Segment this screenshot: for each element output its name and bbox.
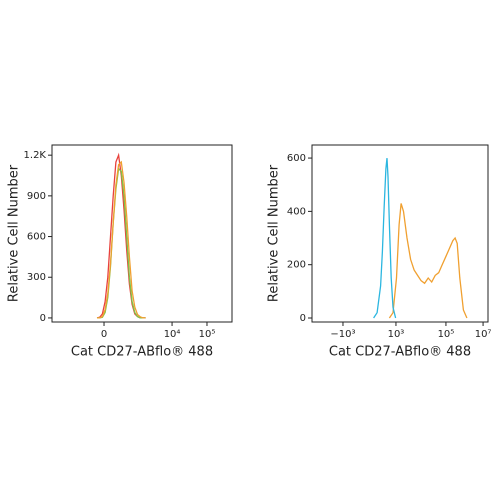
histogram-line [97,160,146,319]
histogram-line [97,167,146,319]
histogram-line [388,203,468,319]
y-tick-label: 300 [27,272,46,283]
y-axis-label: Relative Cell Number [7,164,22,302]
y-tick-label: 900 [27,191,46,202]
x-axis-label: Cat CD27-ABflo® 488 [329,345,471,360]
y-tick-label: 200 [287,260,306,271]
x-tick-label: −10³ [330,329,355,340]
histogram-line [96,152,146,319]
x-tick-label: 10⁵ [199,329,216,340]
x-tick-label: 10⁵ [438,329,455,340]
plot-frame [51,144,233,323]
y-tick-label: 600 [27,232,46,243]
x-axis-label: Cat CD27-ABflo® 488 [71,345,213,360]
y-tick-label: 0 [300,313,306,324]
x-tick-label: 10³ [388,329,405,340]
y-tick-label: 400 [287,206,306,217]
y-axis-label: Relative Cell Number [267,164,282,302]
x-tick-label: 0 [101,329,107,340]
plot-frame [311,144,489,323]
y-tick-label: 0 [40,313,46,324]
histogram-line [373,158,397,319]
y-tick-label: 1.2K [24,150,47,161]
y-tick-label: 600 [287,153,306,164]
x-tick-label: 10⁷ [475,329,492,340]
x-tick-label: 10⁴ [164,329,181,340]
